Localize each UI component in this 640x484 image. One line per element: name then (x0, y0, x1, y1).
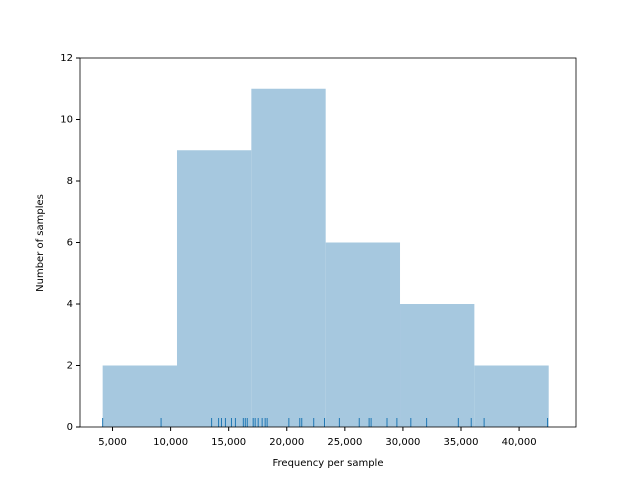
x-tick-label: 20,000 (269, 437, 304, 448)
y-tick-label: 10 (60, 115, 73, 126)
x-tick-label: 40,000 (502, 437, 537, 448)
bar (400, 304, 475, 427)
bar (102, 365, 177, 427)
x-tick-label: 25,000 (327, 437, 362, 448)
x-tick-label: 15,000 (211, 437, 246, 448)
y-tick-label: 0 (67, 422, 73, 433)
y-tick-label: 8 (67, 176, 73, 187)
x-axis-label: Frequency per sample (273, 458, 384, 469)
x-tick-label: 30,000 (385, 437, 420, 448)
y-tick-label: 4 (67, 299, 73, 310)
y-tick-label: 2 (67, 361, 73, 372)
bar (251, 88, 326, 427)
x-tick-label: 10,000 (153, 437, 188, 448)
bar (474, 365, 549, 427)
bar (325, 242, 401, 427)
y-tick-label: 6 (67, 238, 73, 249)
y-axis-label: Number of samples (35, 194, 46, 292)
x-tick-label: 5,000 (98, 437, 127, 448)
y-tick-label: 12 (60, 53, 73, 64)
x-tick-label: 35,000 (444, 437, 479, 448)
bar (176, 150, 252, 427)
